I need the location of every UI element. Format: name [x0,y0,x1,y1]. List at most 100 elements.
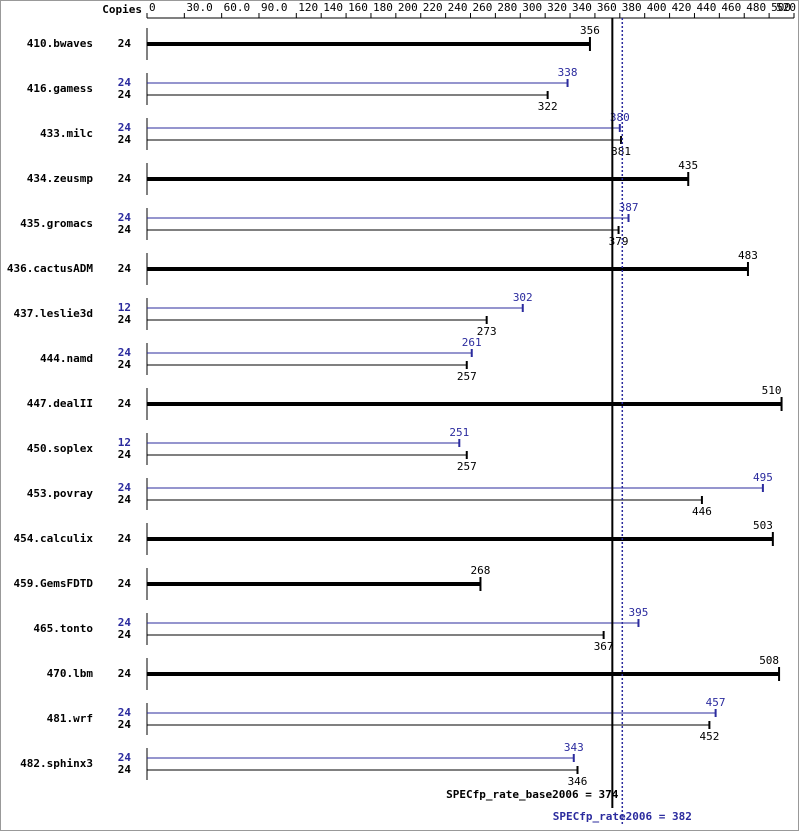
x-tick-label: 200 [398,1,418,14]
value-label: 302 [513,291,533,304]
copies-label: 24 [118,172,132,185]
x-tick-label: 60.0 [224,1,251,14]
x-tick-label: 480 [746,1,766,14]
category-label: 410.bwaves [27,37,93,50]
category-label: 481.wrf [47,712,93,725]
copies-label: 24 [118,577,132,590]
value-label: 483 [738,249,758,262]
x-tick-label: 380 [622,1,642,14]
value-label: 446 [692,505,712,518]
category-label: 459.GemsFDTD [14,577,94,590]
x-tick-label: 340 [572,1,592,14]
copies-label: 24 [118,751,132,764]
category-label: 444.namd [40,352,93,365]
x-tick-label: 280 [497,1,517,14]
category-label: 454.calculix [14,532,94,545]
copies-label: 12 [118,301,131,314]
copies-label: 24 [118,262,132,275]
copies-label: 24 [118,133,132,146]
value-label: 257 [457,460,477,473]
x-tick-label: 320 [547,1,567,14]
x-tick-label: 360 [597,1,617,14]
copies-label: 24 [118,667,132,680]
x-tick-label: 520 [776,1,796,14]
value-label: 395 [629,606,649,619]
value-label: 251 [449,426,469,439]
x-tick-label: 400 [647,1,667,14]
value-label: 380 [610,111,630,124]
copies-label: 24 [118,481,132,494]
category-label: 416.gamess [27,82,93,95]
category-label: 437.leslie3d [14,307,93,320]
copies-label: 24 [118,223,132,236]
reference-label: SPECfp_rate2006 = 382 [553,810,692,823]
category-label: 450.soplex [27,442,94,455]
value-label: 457 [706,696,726,709]
value-label: 452 [699,730,719,743]
x-tick-label: 0 [149,1,156,14]
copies-label: 24 [118,37,132,50]
x-tick-label: 240 [448,1,468,14]
category-label: 434.zeusmp [27,172,94,185]
x-tick-label: 30.0 [186,1,213,14]
category-label: 482.sphinx3 [20,757,93,770]
copies-label: 24 [118,706,132,719]
copies-label: 24 [118,628,132,641]
value-label: 268 [471,564,491,577]
copies-label: 24 [118,718,132,731]
x-tick-label: 220 [423,1,443,14]
copies-label: 12 [118,436,131,449]
x-tick-label: 500 [771,1,791,14]
copies-label: 24 [118,397,132,410]
value-label: 346 [568,775,588,788]
category-label: 435.gromacs [20,217,93,230]
category-label: 433.milc [40,127,93,140]
copies-label: 24 [118,88,132,101]
x-tick-label: 180 [373,1,393,14]
x-tick-label: 160 [348,1,368,14]
copies-label: 24 [118,763,132,776]
category-label: 470.lbm [47,667,94,680]
x-tick-label: 120 [298,1,318,14]
value-label: 343 [564,741,584,754]
copies-label: 24 [118,358,132,371]
copies-label: 24 [118,616,132,629]
value-label: 435 [678,159,698,172]
category-label: 436.cactusADM [7,262,93,275]
x-tick-label: 420 [672,1,692,14]
value-label: 338 [558,66,578,79]
value-label: 322 [538,100,558,113]
value-label: 367 [594,640,614,653]
copies-label: 24 [118,532,132,545]
copies-label: 24 [118,493,132,506]
value-label: 261 [462,336,482,349]
copies-label: 24 [118,346,132,359]
category-label: 453.povray [27,487,94,500]
value-label: 381 [611,145,631,158]
value-label: 495 [753,471,773,484]
category-label: 465.tonto [33,622,93,635]
value-label: 503 [753,519,773,532]
reference-label: SPECfp_rate_base2006 = 374 [446,788,619,801]
x-tick-label: 440 [696,1,716,14]
x-tick-label: 300 [522,1,542,14]
copies-header: Copies [102,3,142,16]
category-label: 447.dealII [27,397,93,410]
x-tick-label: 260 [473,1,493,14]
copies-label: 24 [118,76,132,89]
copies-label: 24 [118,448,132,461]
value-label: 356 [580,24,600,37]
x-tick-label: 90.0 [261,1,288,14]
value-label: 508 [759,654,779,667]
value-label: 387 [619,201,639,214]
x-tick-label: 140 [323,1,343,14]
x-tick-label: 460 [721,1,741,14]
copies-label: 24 [118,313,132,326]
copies-label: 24 [118,211,132,224]
value-label: 273 [477,325,497,338]
value-label: 510 [762,384,782,397]
value-label: 257 [457,370,477,383]
